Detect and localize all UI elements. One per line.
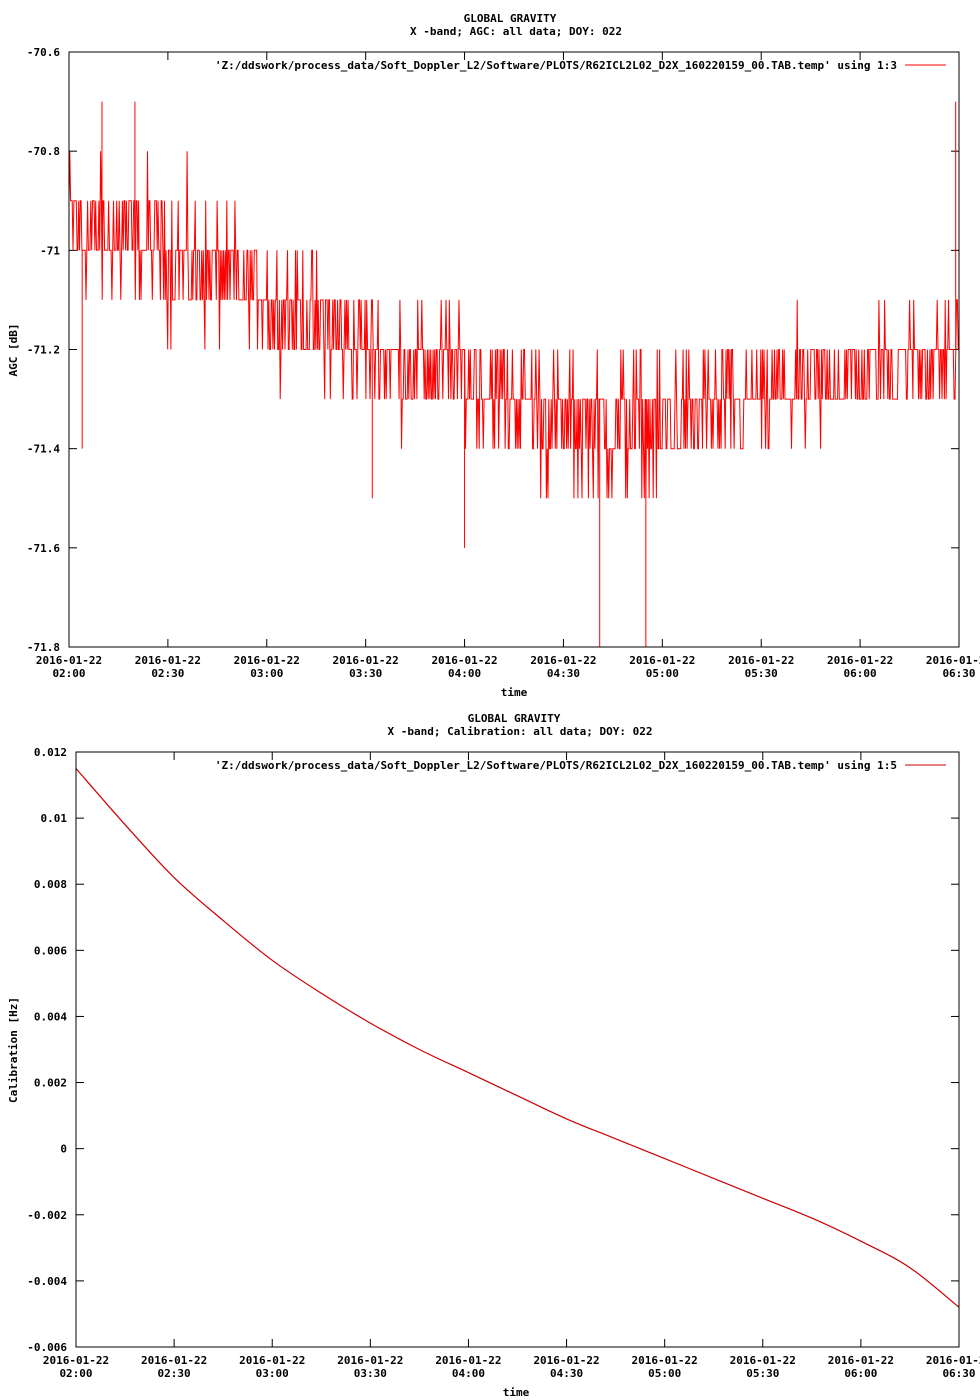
calibration-chart-title: GLOBAL GRAVITY (468, 712, 561, 725)
calibration-x-tick-date: 2016-01-22 (533, 1354, 599, 1367)
agc-x-tick-time: 05:00 (646, 667, 679, 680)
agc-x-axis: 2016-01-2202:002016-01-2202:302016-01-22… (36, 52, 980, 680)
agc-chart-subtitle: X -band; AGC: all data; DOY: 022 (410, 25, 622, 38)
agc-y-tick-label: -70.6 (27, 46, 60, 59)
agc-y-tick-label: -71 (40, 244, 60, 257)
agc-y-tick-label: -71.2 (27, 344, 60, 357)
calibration-y-tick-label: 0.002 (34, 1077, 67, 1090)
calibration-y-tick-label: -0.004 (27, 1275, 67, 1288)
agc-x-tick-date: 2016-01-22 (728, 654, 794, 667)
calibration-chart-subtitle: X -band; Calibration: all data; DOY: 022 (388, 725, 653, 738)
calibration-x-tick-time: 03:30 (354, 1367, 387, 1380)
calibration-y-tick-label: -0.002 (27, 1209, 67, 1222)
calibration-y-tick-label: -0.006 (27, 1341, 67, 1354)
agc-x-tick-time: 04:30 (547, 667, 580, 680)
agc-x-tick-time: 04:00 (448, 667, 481, 680)
calibration-y-tick-label: 0.008 (34, 878, 67, 891)
calibration-x-tick-date: 2016-01-22 (730, 1354, 796, 1367)
calibration-legend-label: 'Z:/ddswork/process_data/Soft_Doppler_L2… (215, 759, 897, 772)
agc-chart-title: GLOBAL GRAVITY (464, 12, 557, 25)
agc-y-tick-label: -71.4 (27, 443, 60, 456)
calibration-x-tick-date: 2016-01-22 (239, 1354, 305, 1367)
calibration-x-tick-time: 06:30 (942, 1367, 975, 1380)
calibration-x-tick-date: 2016-01-22 (337, 1354, 403, 1367)
calibration-x-axis: 2016-01-2202:002016-01-2202:302016-01-22… (43, 752, 980, 1380)
agc-x-axis-label: time (501, 686, 528, 699)
calibration-x-tick-date: 2016-01-22 (141, 1354, 207, 1367)
calibration-x-tick-time: 02:30 (158, 1367, 191, 1380)
agc-legend-label: 'Z:/ddswork/process_data/Soft_Doppler_L2… (215, 59, 897, 72)
calibration-x-tick-date: 2016-01-22 (828, 1354, 894, 1367)
agc-series-line (68, 151, 959, 499)
calibration-x-tick-time: 04:00 (452, 1367, 485, 1380)
calibration-y-tick-label: 0.01 (41, 812, 68, 825)
calibration-x-tick-date: 2016-01-22 (632, 1354, 698, 1367)
calibration-y-tick-label: 0.012 (34, 746, 67, 759)
calibration-x-tick-date: 2016-01-22 (926, 1354, 980, 1367)
agc-x-tick-date: 2016-01-22 (926, 654, 980, 667)
agc-x-tick-time: 03:00 (250, 667, 283, 680)
calibration-x-tick-time: 05:30 (746, 1367, 779, 1380)
agc-series (68, 101, 959, 647)
calibration-y-axis: 0.012 0.01 0.008 0.006 0.004 0.002 0 -0.002 -0.0… (27, 746, 959, 1354)
agc-x-tick-date: 2016-01-22 (431, 654, 497, 667)
agc-y-axis-label: AGC [dB] (7, 324, 20, 377)
agc-x-tick-date: 2016-01-22 (36, 654, 102, 667)
agc-chart: GLOBAL GRAVITY X -band; AGC: all data; D… (7, 12, 980, 699)
calibration-x-tick-time: 03:00 (256, 1367, 289, 1380)
agc-x-tick-time: 03:30 (349, 667, 382, 680)
agc-x-tick-date: 2016-01-22 (827, 654, 893, 667)
calibration-x-axis-label: time (503, 1386, 530, 1399)
agc-x-tick-date: 2016-01-22 (530, 654, 596, 667)
agc-x-tick-time: 06:30 (942, 667, 975, 680)
agc-x-tick-date: 2016-01-22 (234, 654, 300, 667)
agc-x-tick-time: 02:30 (151, 667, 184, 680)
agc-y-tick-label: -70.8 (27, 145, 60, 158)
calibration-series-line (75, 768, 960, 1308)
agc-plot-frame (68, 51, 960, 648)
calibration-y-tick-label: 0.004 (34, 1010, 67, 1023)
calibration-y-tick-label: 0.006 (34, 944, 67, 957)
calibration-plot-frame (75, 751, 960, 1348)
calibration-y-axis-label: Calibration [Hz] (7, 997, 20, 1103)
agc-x-tick-time: 05:30 (745, 667, 778, 680)
calibration-chart: GLOBAL GRAVITY X -band; Calibration: all… (7, 712, 980, 1399)
calibration-x-tick-date: 2016-01-22 (43, 1354, 109, 1367)
agc-y-tick-label: -71.8 (27, 641, 60, 654)
agc-x-tick-time: 06:00 (844, 667, 877, 680)
agc-x-tick-date: 2016-01-22 (629, 654, 695, 667)
calibration-x-tick-time: 06:00 (844, 1367, 877, 1380)
agc-x-tick-date: 2016-01-22 (333, 654, 399, 667)
calibration-series (75, 768, 960, 1308)
calibration-x-tick-time: 05:00 (648, 1367, 681, 1380)
calibration-y-tick-label: 0 (60, 1143, 67, 1156)
calibration-x-tick-time: 04:30 (550, 1367, 583, 1380)
calibration-x-tick-time: 02:00 (59, 1367, 92, 1380)
agc-x-tick-date: 2016-01-22 (135, 654, 201, 667)
agc-y-tick-label: -71.6 (27, 542, 60, 555)
agc-x-tick-time: 02:00 (52, 667, 85, 680)
calibration-x-tick-date: 2016-01-22 (435, 1354, 501, 1367)
